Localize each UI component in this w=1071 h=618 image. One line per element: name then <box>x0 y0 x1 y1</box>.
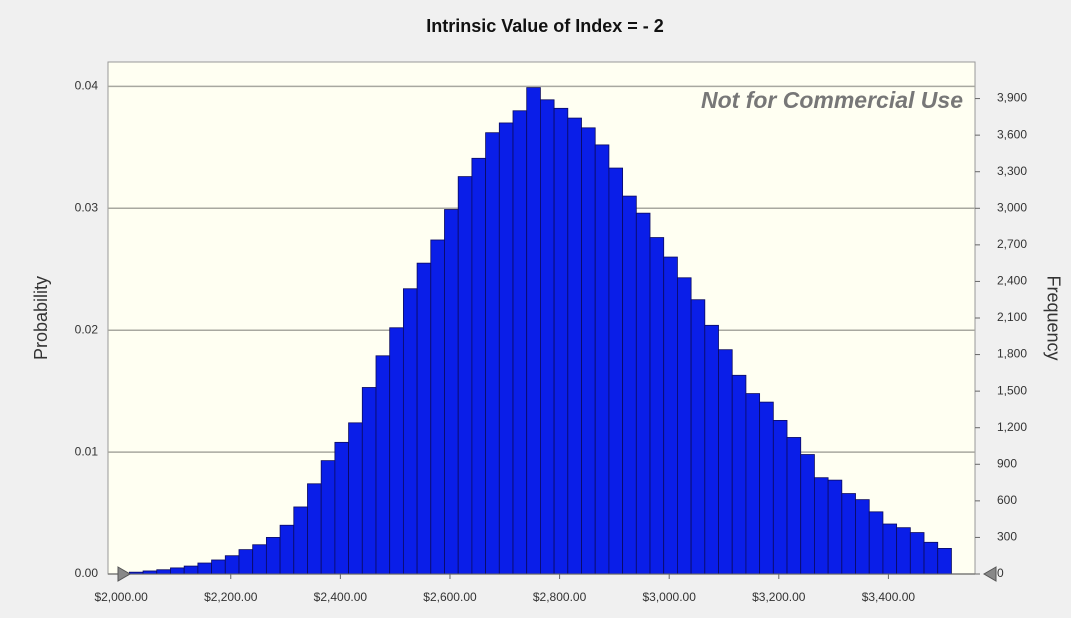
watermark: Not for Commercial Use <box>701 87 963 113</box>
bar <box>731 374 747 575</box>
bar <box>183 565 199 575</box>
bar <box>759 401 774 575</box>
y-tick-label: 0.02 <box>75 322 99 336</box>
bar <box>402 288 418 575</box>
bar <box>622 195 637 575</box>
bar <box>855 499 870 575</box>
bar <box>170 567 185 575</box>
y2-tick-label: 2,100 <box>997 310 1027 324</box>
bar <box>553 107 569 575</box>
x-tick-label: $2,200.00 <box>204 590 258 604</box>
bar <box>526 87 541 575</box>
marks: 0.00 0.01 0.02 0.03 0.04 0 300 600 900 1,200 1,500… <box>75 79 1028 605</box>
x-tick-label: $2,000.00 <box>94 590 148 604</box>
bar <box>485 132 500 575</box>
bar <box>649 237 665 575</box>
y2-tick-label: 3,300 <box>997 164 1027 178</box>
bar <box>704 324 719 575</box>
y2-tick-label: 1,200 <box>997 420 1027 434</box>
bar <box>252 544 267 575</box>
y2-tick-label: 3,000 <box>997 200 1027 214</box>
bar <box>375 355 391 575</box>
bar <box>868 511 884 575</box>
bar <box>814 477 829 575</box>
y-tick-label: 0.01 <box>75 444 99 458</box>
right-slider[interactable] <box>983 566 997 582</box>
y2-axis-label: Frequency <box>1043 275 1063 360</box>
bar <box>348 422 363 575</box>
y2-tick-label: 600 <box>997 493 1017 507</box>
bar <box>512 110 528 575</box>
y-axis-label: Probability <box>31 276 51 360</box>
y-tick-label: 0.04 <box>75 79 99 93</box>
bar <box>800 454 815 575</box>
bar <box>334 441 349 575</box>
bar <box>786 437 802 575</box>
chart-title: Intrinsic Value of Index = - 2 <box>426 16 664 36</box>
bar <box>567 117 582 575</box>
bar <box>745 393 761 575</box>
y2-tick-label: 3,600 <box>997 127 1027 141</box>
bar <box>772 419 788 575</box>
bar <box>211 559 226 575</box>
bar <box>690 299 706 575</box>
bar <box>471 157 486 575</box>
y2-tick-label: 0 <box>997 566 1004 580</box>
bar <box>663 256 678 575</box>
bar <box>937 548 952 575</box>
x-tick-label: $3,000.00 <box>642 590 696 604</box>
y-tick-label: 0.03 <box>75 200 99 214</box>
bar <box>540 99 555 575</box>
y2-tick-label: 3,900 <box>997 91 1027 105</box>
bar <box>320 460 336 575</box>
y2-tick-label: 1,800 <box>997 347 1027 361</box>
bar <box>430 239 445 575</box>
y2-tick-label: 2,700 <box>997 237 1027 251</box>
bar <box>307 483 322 575</box>
bar <box>416 262 432 575</box>
bar <box>608 167 624 575</box>
bar <box>718 349 733 575</box>
bar <box>156 569 171 575</box>
bar <box>581 127 596 575</box>
bar <box>841 493 856 575</box>
bar <box>361 387 377 575</box>
x-tick-label: $3,200.00 <box>752 590 806 604</box>
y-tick-label: 0.00 <box>75 566 99 580</box>
x-tick-label: $3,400.00 <box>862 590 916 604</box>
bar <box>197 562 212 575</box>
bar <box>293 506 308 575</box>
bar <box>896 527 911 575</box>
bar <box>444 209 459 575</box>
bar <box>389 327 404 575</box>
bar <box>279 524 295 575</box>
bar <box>238 549 254 575</box>
bar <box>594 144 610 575</box>
y2-tick-label: 300 <box>997 530 1017 544</box>
x-tick-label: $2,600.00 <box>423 590 477 604</box>
x-tick-label: $2,800.00 <box>533 590 587 604</box>
bar <box>923 541 939 575</box>
left-slider[interactable] <box>117 566 131 582</box>
y2-tick-label: 900 <box>997 456 1017 470</box>
bar <box>224 555 240 575</box>
y2-tick-label: 2,400 <box>997 274 1027 288</box>
bar <box>265 537 281 575</box>
bar <box>498 122 514 575</box>
bar <box>909 532 925 575</box>
bar <box>827 479 843 575</box>
bar <box>457 176 473 575</box>
y2-tick-label: 1,500 <box>997 383 1027 397</box>
x-tick-label: $2,400.00 <box>314 590 368 604</box>
bar <box>882 523 898 575</box>
bar <box>635 212 651 575</box>
bar <box>677 277 692 575</box>
